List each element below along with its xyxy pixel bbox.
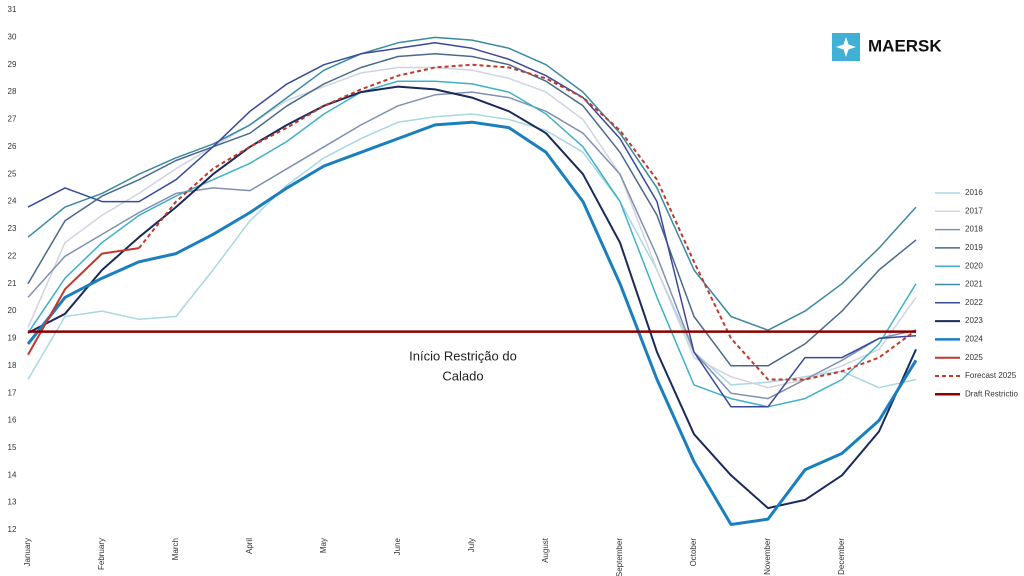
y-tick-label: 26 bbox=[8, 142, 17, 151]
legend-label: 2023 bbox=[965, 316, 983, 325]
series-line bbox=[27, 36, 917, 331]
y-tick-label: 12 bbox=[8, 525, 17, 534]
legend-label: 2021 bbox=[965, 280, 983, 289]
y-tick-label: 25 bbox=[8, 169, 17, 178]
series-line bbox=[27, 113, 917, 389]
x-tick-label: July bbox=[467, 538, 476, 552]
x-tick-label: May bbox=[319, 538, 328, 553]
y-tick-label: 19 bbox=[8, 334, 17, 343]
series-line bbox=[27, 42, 917, 408]
series-line bbox=[27, 91, 917, 400]
legend-label: Draft Restrictio bbox=[965, 389, 1018, 398]
x-tick-label: November bbox=[763, 538, 772, 575]
legend-label: 2024 bbox=[965, 335, 983, 344]
y-tick-label: 20 bbox=[8, 306, 17, 315]
brand-logo: MAERSK bbox=[832, 33, 942, 61]
y-tick-label: 27 bbox=[8, 115, 17, 124]
x-tick-label: June bbox=[393, 537, 402, 555]
series-line bbox=[27, 247, 140, 356]
legend-label: 2025 bbox=[965, 353, 983, 362]
y-tick-label: 29 bbox=[8, 60, 17, 69]
series-line bbox=[138, 63, 917, 381]
y-tick-label: 14 bbox=[8, 470, 17, 479]
x-tick-label: April bbox=[245, 538, 254, 554]
x-tick-label: October bbox=[689, 538, 698, 567]
x-tick-label: February bbox=[97, 538, 106, 570]
y-tick-label: 23 bbox=[8, 224, 17, 233]
y-tick-label: 24 bbox=[8, 197, 17, 206]
y-tick-label: 28 bbox=[8, 87, 17, 96]
brand-name: MAERSK bbox=[868, 36, 942, 55]
legend-label: Forecast 2025 bbox=[965, 371, 1017, 380]
annotation: Início Restrição do bbox=[409, 348, 517, 363]
legend-label: 2018 bbox=[965, 225, 983, 234]
y-tick-label: 17 bbox=[8, 388, 17, 397]
x-tick-label: December bbox=[837, 538, 846, 575]
series-line bbox=[26, 120, 918, 526]
y-tick-label: 22 bbox=[8, 251, 17, 260]
y-tick-label: 31 bbox=[8, 5, 17, 14]
x-tick-label: September bbox=[615, 538, 624, 576]
legend-label: 2022 bbox=[965, 298, 983, 307]
y-tick-label: 21 bbox=[8, 279, 17, 288]
x-tick-label: August bbox=[541, 537, 550, 563]
legend-label: 2019 bbox=[965, 243, 983, 252]
x-tick-label: March bbox=[171, 538, 180, 560]
logo-star bbox=[836, 37, 856, 57]
y-tick-label: 16 bbox=[8, 416, 17, 425]
x-tick-label: January bbox=[23, 538, 32, 566]
annotation: Calado bbox=[442, 368, 483, 383]
legend-label: 2020 bbox=[965, 261, 983, 270]
legend-label: 2016 bbox=[965, 188, 983, 197]
y-tick-label: 13 bbox=[8, 498, 17, 507]
series-line bbox=[27, 53, 917, 367]
y-tick-label: 15 bbox=[8, 443, 17, 452]
series-line bbox=[27, 66, 917, 389]
legend-label: 2017 bbox=[965, 206, 983, 215]
y-tick-label: 18 bbox=[8, 361, 17, 370]
y-tick-label: 30 bbox=[8, 32, 17, 41]
series-line bbox=[27, 85, 917, 510]
